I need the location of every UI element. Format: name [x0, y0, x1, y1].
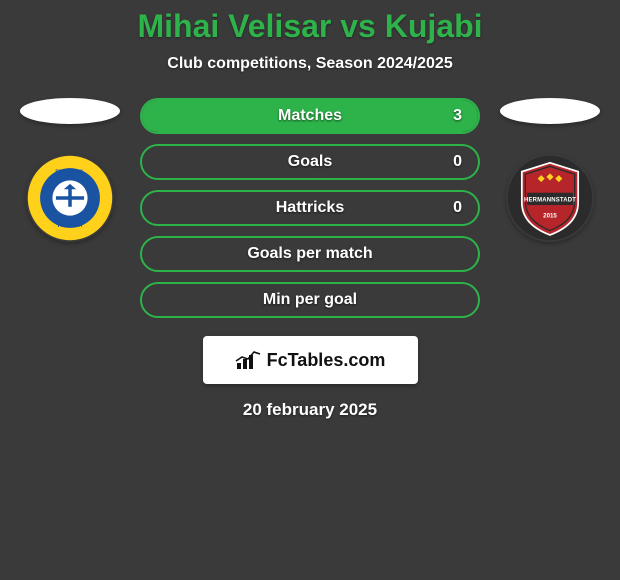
stat-bars: Matches3Goals0Hattricks0Goals per matchM…	[140, 98, 480, 318]
stat-label: Matches	[142, 100, 478, 132]
right-player-avatar	[500, 98, 600, 124]
stat-label: Min per goal	[142, 284, 478, 316]
svg-text:2015: 2015	[543, 212, 557, 219]
stat-value-right: 3	[453, 100, 462, 132]
stat-bar: Goals0	[140, 144, 480, 180]
svg-text:PLOIESTI: PLOIESTI	[58, 223, 83, 229]
stat-label: Goals	[142, 146, 478, 178]
stat-label: Goals per match	[142, 238, 478, 270]
stat-bar: Goals per match	[140, 236, 480, 272]
stat-bar: Hattricks0	[140, 190, 480, 226]
svg-text:PETROLUL: PETROLUL	[55, 169, 85, 175]
stat-value-right: 0	[453, 192, 462, 224]
left-club-badge: PETROLUL PLOIESTI	[26, 154, 114, 242]
page-title: Mihai Velisar vs Kujabi	[0, 8, 620, 45]
svg-text:HERMANNSTADT: HERMANNSTADT	[524, 198, 576, 204]
snapshot-date: 20 february 2025	[0, 400, 620, 420]
right-club-badge: HERMANNSTADT 2015	[506, 154, 594, 242]
left-player-col: PETROLUL PLOIESTI	[15, 98, 125, 242]
comparison-row: PETROLUL PLOIESTI Matches3Goals0Hattrick…	[0, 98, 620, 318]
chart-icon	[235, 349, 261, 371]
stat-label: Hattricks	[142, 192, 478, 224]
brand-logo[interactable]: FcTables.com	[203, 336, 418, 384]
stat-value-right: 0	[453, 146, 462, 178]
brand-text: FcTables.com	[267, 350, 386, 371]
stat-bar: Matches3	[140, 98, 480, 134]
subtitle: Club competitions, Season 2024/2025	[0, 55, 620, 73]
right-player-col: HERMANNSTADT 2015	[495, 98, 605, 242]
stat-bar: Min per goal	[140, 282, 480, 318]
left-player-avatar	[20, 98, 120, 124]
